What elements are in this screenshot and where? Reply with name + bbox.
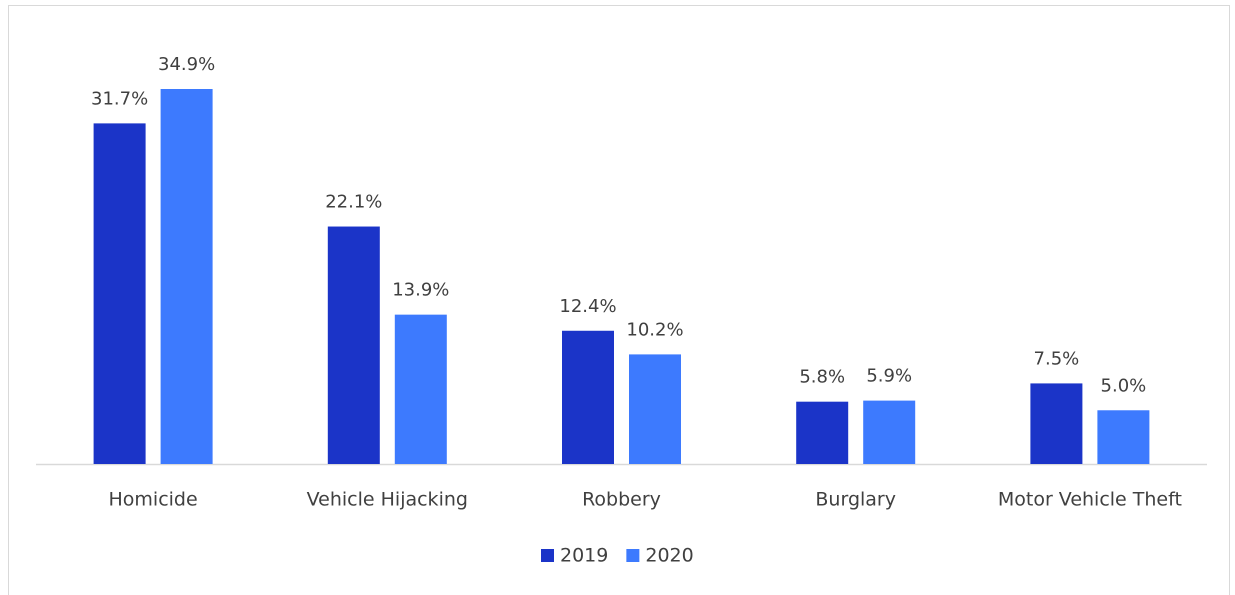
legend-swatch	[541, 549, 554, 562]
bar	[562, 330, 614, 464]
data-label: 22.1%	[325, 192, 382, 213]
data-label: 7.5%	[1034, 348, 1080, 369]
bar	[796, 401, 849, 464]
data-label: 5.9%	[866, 366, 912, 387]
bar	[160, 89, 213, 464]
x-tick-label: Homicide	[109, 489, 198, 511]
x-tick-label: Burglary	[815, 489, 896, 511]
bar	[394, 314, 447, 464]
x-tick-label: Robbery	[582, 489, 661, 511]
bar	[629, 354, 681, 464]
data-label: 31.7%	[91, 88, 148, 109]
x-tick-label: Motor Vehicle Theft	[998, 489, 1182, 511]
data-label: 34.9%	[158, 54, 215, 75]
legend-swatch	[626, 549, 640, 562]
legend-label: 2020	[645, 545, 693, 567]
data-label: 5.0%	[1101, 375, 1147, 396]
x-tick-label: Vehicle Hijacking	[307, 489, 468, 511]
bar	[1097, 410, 1150, 464]
bar	[327, 226, 380, 464]
data-label: 10.2%	[626, 319, 683, 340]
legend-label: 2019	[560, 545, 608, 567]
bar	[1030, 383, 1083, 464]
data-label: 5.8%	[799, 367, 845, 388]
bar	[863, 400, 916, 464]
data-label: 12.4%	[559, 296, 616, 317]
data-label: 13.9%	[392, 280, 449, 301]
bar	[93, 123, 146, 464]
